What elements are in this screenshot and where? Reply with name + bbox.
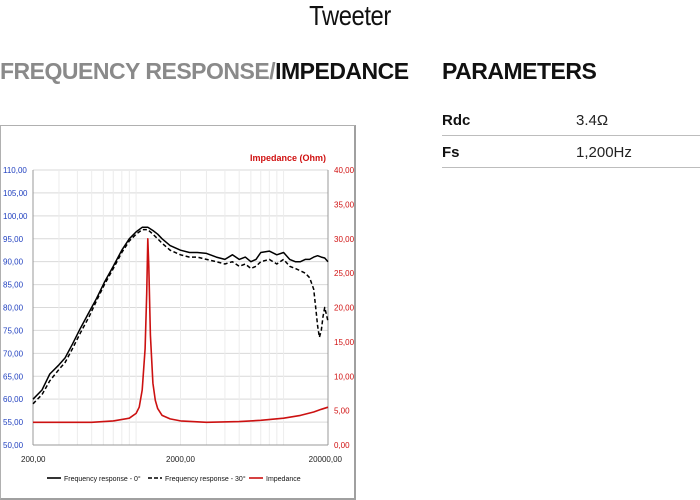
- page-title: Tweeter: [309, 0, 391, 31]
- y-left-tick-label: 110,00: [3, 166, 27, 175]
- frequency-response-title: FREQUENCY RESPONSE/IMPEDANCE: [0, 58, 409, 85]
- legend-label: Frequency response - 0°: [64, 475, 141, 483]
- x-tick-label: 20000,00: [309, 455, 343, 464]
- x-tick-label: 2000,00: [166, 455, 195, 464]
- legend-label: Impedance: [266, 476, 301, 483]
- parameter-name: Fs: [442, 144, 460, 161]
- series-line-2: [33, 238, 329, 424]
- legend-label: Frequency response - 30°: [165, 475, 246, 483]
- y-right-tick-label: 5,00: [334, 407, 350, 416]
- y-right-tick-label: 15,00: [334, 338, 355, 347]
- y-right-tick-label: 10,00: [334, 372, 355, 381]
- parameter-row-fs: Fs 1,200Hz: [442, 136, 700, 168]
- frequency-response-chart: 50,00 55,00 60,00 65,00 70,00 75,00 80,00 85,00…: [0, 125, 356, 500]
- y-left-tick-label: 65,00: [3, 372, 24, 381]
- y-right-tick-label: 35,00: [334, 200, 355, 209]
- y-left-tick-label: 90,00: [3, 258, 24, 267]
- parameters-table: Rdc 3.4Ω Fs 1,200Hz: [442, 104, 700, 168]
- frequency-response-title-part1: FREQUENCY RESPONSE/: [0, 58, 276, 84]
- y-left-tick-label: 70,00: [3, 349, 24, 358]
- parameter-value: 1,200Hz: [576, 144, 632, 161]
- y-right-tick-label: 25,00: [334, 269, 355, 278]
- y-left-tick-label: 85,00: [3, 281, 24, 290]
- y-right-tick-label: 20,00: [334, 304, 355, 313]
- parameter-value: 3.4Ω: [576, 112, 609, 129]
- impedance-title-part2: IMPEDANCE: [275, 58, 409, 84]
- y-left-tick-label: 95,00: [3, 235, 24, 244]
- parameters-title: PARAMETERS: [442, 58, 597, 84]
- y-right-axis-label: Impedance (Ohm): [250, 153, 326, 163]
- chart-svg: 50,00 55,00 60,00 65,00 70,00 75,00 80,00 85,00…: [3, 153, 355, 483]
- y-right-tick-label: 40,00: [334, 166, 355, 175]
- x-tick-label: 200,00: [21, 455, 46, 464]
- y-left-tick-label: 75,00: [3, 326, 24, 335]
- y-left-tick-label: 80,00: [3, 304, 24, 313]
- y-right-tick-label: 30,00: [334, 235, 355, 244]
- y-right-tick-label: 0,00: [334, 441, 350, 450]
- parameter-row-rdc: Rdc 3.4Ω: [442, 104, 700, 136]
- series-line-0: [32, 226, 329, 400]
- y-left-tick-label: 60,00: [3, 395, 24, 404]
- series-line-1: [32, 228, 329, 405]
- y-left-tick-label: 100,00: [3, 212, 28, 221]
- parameter-name: Rdc: [442, 112, 471, 129]
- y-left-tick-label: 55,00: [3, 418, 24, 427]
- y-left-tick-label: 50,00: [3, 441, 24, 450]
- y-left-tick-label: 105,00: [3, 189, 28, 198]
